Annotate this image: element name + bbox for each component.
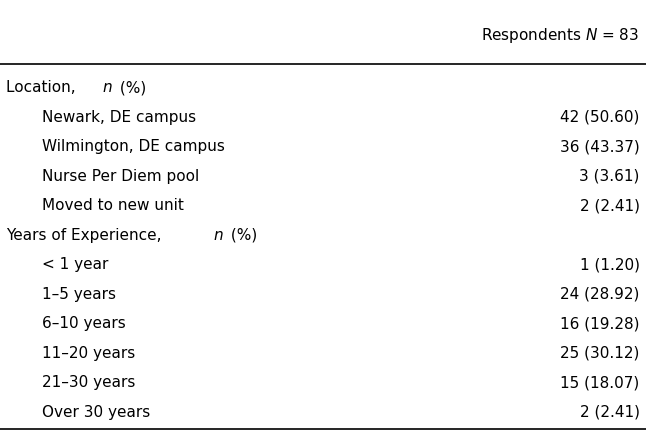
Text: (%): (%)	[226, 228, 257, 243]
Text: 1 (1.20): 1 (1.20)	[579, 257, 640, 272]
Text: Newark, DE campus: Newark, DE campus	[42, 110, 196, 125]
Text: Moved to new unit: Moved to new unit	[42, 198, 184, 213]
Text: 21–30 years: 21–30 years	[42, 375, 136, 390]
Text: 42 (50.60): 42 (50.60)	[560, 110, 640, 125]
Text: 6–10 years: 6–10 years	[42, 316, 126, 331]
Text: (%): (%)	[115, 81, 146, 95]
Text: 2 (2.41): 2 (2.41)	[579, 198, 640, 213]
Text: Years of Experience,: Years of Experience,	[6, 228, 167, 243]
Text: Location,: Location,	[6, 81, 81, 95]
Text: 11–20 years: 11–20 years	[42, 346, 135, 361]
Text: Nurse Per Diem pool: Nurse Per Diem pool	[42, 169, 199, 184]
Text: Over 30 years: Over 30 years	[42, 405, 151, 420]
Text: Wilmington, DE campus: Wilmington, DE campus	[42, 139, 225, 154]
Text: Respondents $N$ = 83: Respondents $N$ = 83	[481, 26, 640, 45]
Text: < 1 year: < 1 year	[42, 257, 109, 272]
Text: 25 (30.12): 25 (30.12)	[560, 346, 640, 361]
Text: 15 (18.07): 15 (18.07)	[560, 375, 640, 390]
Text: 36 (43.37): 36 (43.37)	[560, 139, 640, 154]
Text: 2 (2.41): 2 (2.41)	[579, 405, 640, 420]
Text: 1–5 years: 1–5 years	[42, 287, 116, 302]
Text: n: n	[103, 81, 112, 95]
Text: 24 (28.92): 24 (28.92)	[560, 287, 640, 302]
Text: 16 (19.28): 16 (19.28)	[560, 316, 640, 331]
Text: 3 (3.61): 3 (3.61)	[579, 169, 640, 184]
Text: n: n	[213, 228, 223, 243]
